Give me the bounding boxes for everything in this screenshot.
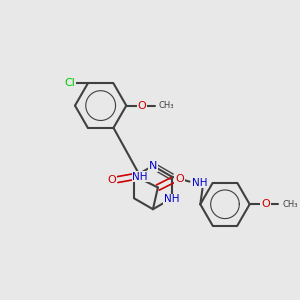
Text: N: N xyxy=(149,161,157,171)
Text: NH: NH xyxy=(193,178,208,188)
Text: O: O xyxy=(138,100,146,111)
Text: NH: NH xyxy=(164,194,179,204)
Text: O: O xyxy=(261,199,270,209)
Text: CH₃: CH₃ xyxy=(282,200,298,209)
Text: NH: NH xyxy=(132,172,148,182)
Text: O: O xyxy=(107,175,116,184)
Text: O: O xyxy=(175,174,184,184)
Text: CH₃: CH₃ xyxy=(159,101,174,110)
Text: Cl: Cl xyxy=(64,78,76,88)
